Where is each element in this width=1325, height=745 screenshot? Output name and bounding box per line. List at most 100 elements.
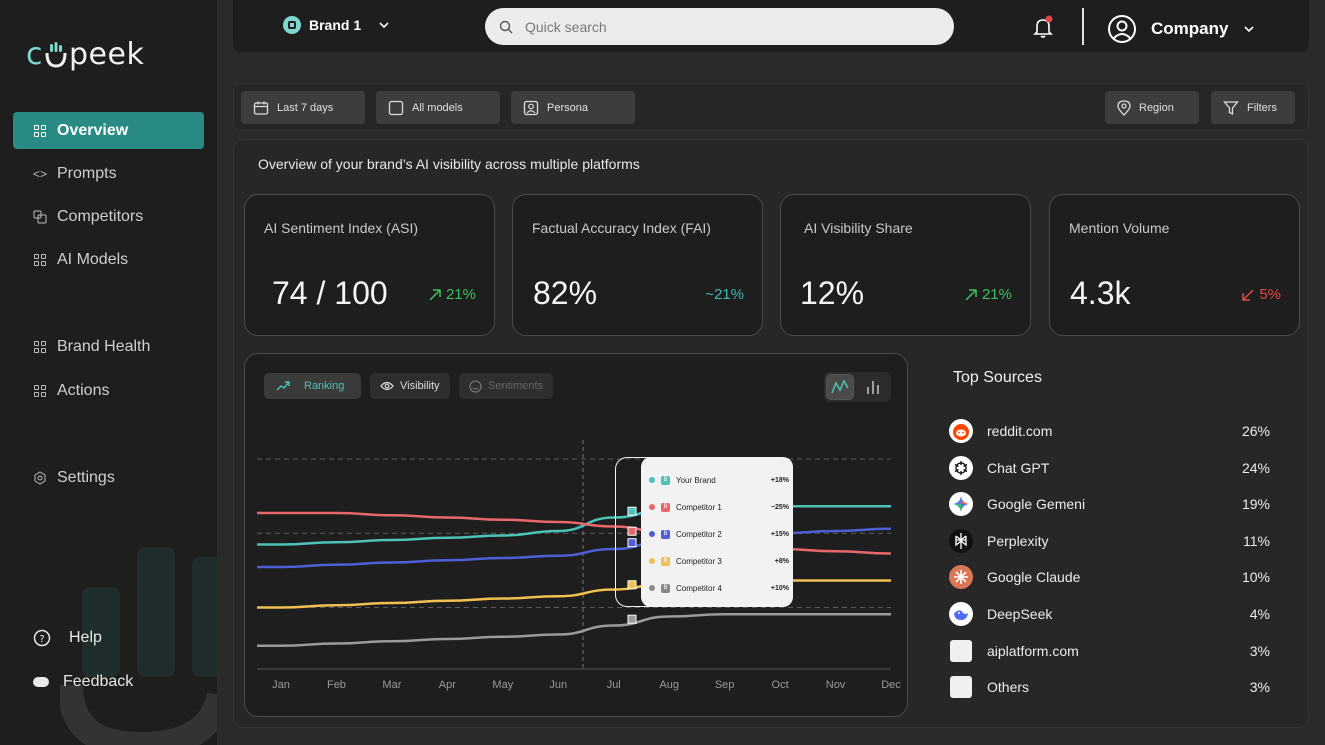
x-tick-label: Apr — [439, 679, 456, 691]
grid-icon — [33, 384, 47, 398]
models-button[interactable]: All models — [376, 91, 500, 124]
tooltip-series-name: Competitor 1 — [676, 502, 722, 512]
logo[interactable]: c peek — [26, 36, 144, 72]
kpi-delta: 21% — [428, 286, 476, 303]
search-icon — [499, 20, 513, 33]
kpi-delta-value: ~21% — [705, 286, 744, 303]
notification-bell-icon[interactable] — [1031, 15, 1055, 39]
series-dot — [649, 477, 655, 483]
location-pin-icon — [1117, 99, 1131, 116]
gemini-icon — [948, 491, 974, 517]
trend-up-icon — [276, 381, 290, 391]
kpi-card-fai[interactable]: Factual Accuracy Index (FAI) 82% ~21% — [512, 194, 763, 336]
settings-icon — [33, 470, 47, 485]
sidebar-item-competitors[interactable]: Competitors — [13, 198, 204, 235]
source-row[interactable]: Others 3% — [948, 674, 1270, 700]
top-bar: Brand 1 Company — [233, 0, 1309, 52]
kpi-card-mention-volume[interactable]: Mention Volume 4.3k 5% — [1049, 194, 1300, 336]
filter-bar: Last 7 days All models Persona Region Fi… — [233, 83, 1309, 131]
tooltip-row: B Competitor 1 −25% — [649, 500, 789, 514]
tooltip-series-name: Competitor 2 — [676, 529, 722, 539]
kpi-value: 74 / 100 — [272, 275, 388, 311]
search-input[interactable] — [525, 18, 925, 35]
line-chart-toggle[interactable] — [826, 374, 854, 400]
source-row[interactable]: DeepSeek 4% — [948, 601, 1270, 627]
kpi-delta-value: 21% — [445, 286, 476, 303]
source-row[interactable]: reddit.com 26% — [948, 418, 1270, 444]
sidebar-item-overview[interactable]: Overview — [13, 112, 204, 149]
top-sources-title: Top Sources — [953, 369, 1042, 386]
sidebar-item-label: Brand Health — [57, 337, 151, 355]
overview-description: Overview of your brand’s AI visibility a… — [258, 156, 640, 172]
kpi-card-asi[interactable]: AI Sentiment Index (ASI) 74 / 100 21% — [244, 194, 495, 336]
x-tick-label: Aug — [659, 679, 679, 691]
x-tick-label: Sep — [715, 679, 735, 691]
tooltip-series-value: +10% — [770, 584, 789, 592]
deepseek-icon — [948, 601, 974, 627]
x-tick-label: Jun — [549, 679, 567, 691]
aiplatform-icon — [948, 638, 974, 664]
sidebar-item-actions[interactable]: Actions — [13, 372, 204, 409]
sidebar-item-label: Settings — [57, 468, 115, 486]
help-icon: ? — [33, 629, 51, 647]
perplexity-icon — [948, 528, 974, 554]
tab-sentiments[interactable]: Sentiments — [459, 373, 554, 399]
sidebar-item-ai-models[interactable]: AI Models — [13, 241, 204, 278]
region-label: Region — [1139, 101, 1174, 114]
grid-icon — [33, 124, 47, 138]
series-line — [257, 505, 891, 546]
source-percentage: 3% — [1249, 679, 1270, 696]
sidebar-item-prompts[interactable]: <> Prompts — [13, 155, 204, 192]
chevron-down-icon — [1244, 26, 1255, 33]
filter-funnel-icon — [1223, 100, 1239, 115]
region-button[interactable]: Region — [1105, 91, 1199, 124]
svg-text:?: ? — [39, 634, 44, 645]
kpi-value: 4.3k — [1070, 275, 1131, 311]
feedback-label: Feedback — [63, 673, 134, 690]
source-row[interactable]: Chat GPT 24% — [948, 455, 1270, 481]
series-marker — [627, 538, 637, 548]
series-line — [257, 579, 891, 609]
kpi-card-visibility-share[interactable]: AI Visibility Share 12% 21% — [780, 194, 1031, 336]
arrow-up-right-icon — [965, 288, 977, 301]
series-marker — [627, 580, 637, 590]
source-row[interactable]: Perplexity 11% — [948, 528, 1270, 554]
source-percentage: 10% — [1241, 569, 1270, 586]
kpi-value: 82% — [533, 275, 598, 311]
x-tick-label: Jan — [272, 679, 290, 691]
sidebar-item-settings[interactable]: Settings — [13, 459, 204, 496]
kpi-title: Factual Accuracy Index (FAI) — [532, 220, 711, 236]
ranking-chart-card: Ranking Visibility Sentiments Jan Feb Mar A… — [244, 353, 908, 717]
tab-visibility[interactable]: Visibility — [370, 373, 450, 399]
tab-ranking[interactable]: Ranking — [264, 373, 361, 399]
kpi-delta-value: 5% — [1259, 286, 1281, 303]
x-tick-label: Feb — [327, 679, 346, 691]
brand-badge: B — [661, 529, 670, 539]
x-tick-label: Dec — [881, 679, 901, 691]
background-decoration — [60, 547, 217, 745]
source-row[interactable]: aiplatform.com 3% — [948, 638, 1270, 664]
tooltip-row: B Your Brand +18% — [649, 473, 789, 487]
source-row[interactable]: Google Gemeni 19% — [948, 491, 1270, 517]
brand-selector[interactable]: Brand 1 — [283, 16, 391, 34]
persona-button[interactable]: Persona — [511, 91, 635, 124]
tooltip-frame — [615, 457, 655, 607]
company-menu[interactable]: Company — [1107, 14, 1256, 44]
series-dot — [649, 531, 655, 537]
models-label: All models — [412, 101, 463, 114]
feedback-link[interactable]: Feedback — [33, 673, 133, 691]
user-avatar-icon — [1108, 15, 1136, 43]
filters-label: Filters — [1247, 101, 1277, 114]
bar-chart-toggle[interactable] — [859, 374, 887, 400]
filters-button[interactable]: Filters — [1211, 91, 1295, 124]
kpi-delta: ~21% — [705, 286, 744, 303]
help-link[interactable]: ? Help — [33, 629, 102, 647]
kpi-delta: 21% — [964, 286, 1012, 303]
source-row[interactable]: Google Claude 10% — [948, 564, 1270, 590]
bar-chart-icon — [867, 381, 879, 394]
overview-panel: Overview of your brand’s AI visibility a… — [233, 139, 1309, 728]
source-percentage: 26% — [1241, 423, 1270, 439]
sidebar-item-brand-health[interactable]: Brand Health — [13, 328, 204, 365]
logo-mark-icon — [45, 41, 67, 68]
date-range-button[interactable]: Last 7 days — [241, 91, 365, 124]
